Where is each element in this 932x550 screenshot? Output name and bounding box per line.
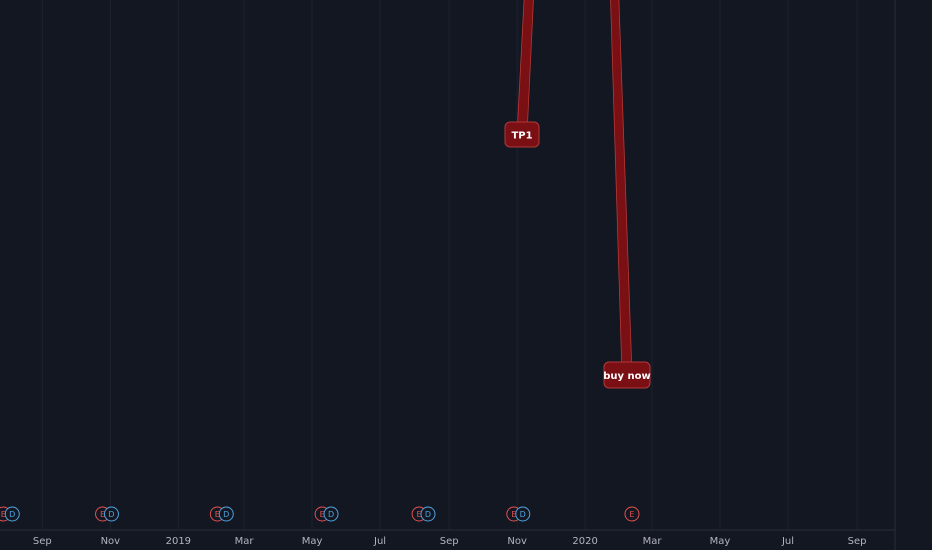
event-marker-label: D: [108, 510, 114, 519]
event-marker-label: D: [328, 510, 334, 519]
x-tick-label: Jul: [781, 536, 794, 547]
event-marker-label: D: [425, 510, 431, 519]
dividend-marker[interactable]: [218, 506, 234, 522]
dividend-marker[interactable]: [4, 506, 20, 522]
x-tick-label: 2020: [572, 536, 597, 547]
event-marker-label: E: [417, 510, 422, 519]
x-tick-label: Nov: [507, 536, 527, 547]
x-tick-label: Nov: [101, 536, 121, 547]
callout-label: TP1: [511, 131, 532, 142]
event-marker-label: E: [215, 510, 220, 519]
event-marker-label: E: [511, 510, 516, 519]
grid: [41, 0, 858, 530]
x-tick-label: Sep: [33, 536, 52, 547]
event-marker-label: E: [629, 510, 634, 519]
price-axis[interactable]: [894, 0, 932, 550]
dividend-marker[interactable]: [103, 506, 119, 522]
dividend-marker[interactable]: [323, 506, 339, 522]
earnings-marker[interactable]: [624, 506, 640, 522]
x-tick-label: 2019: [166, 536, 191, 547]
x-tick-label: May: [302, 536, 323, 547]
callout-label: buy now: [603, 371, 651, 382]
x-tick-label: Sep: [848, 536, 867, 547]
event-marker-label: D: [520, 510, 526, 519]
x-tick-label: Jul: [373, 536, 386, 547]
x-tick-label: Sep: [440, 536, 459, 547]
x-tick-label: May: [710, 536, 731, 547]
event-marker-label: D: [223, 510, 229, 519]
dividend-marker[interactable]: [515, 506, 531, 522]
event-marker-label: E: [1, 510, 6, 519]
event-marker-label: E: [100, 510, 105, 519]
callouts[interactable]: TP1 buy now: [504, 0, 651, 389]
callout-box[interactable]: [603, 361, 651, 389]
event-marker-label: D: [9, 510, 15, 519]
x-tick-label: Mar: [643, 536, 663, 547]
dividend-marker[interactable]: [420, 506, 436, 522]
x-tick-label: Mar: [235, 536, 255, 547]
callout-box[interactable]: [504, 121, 540, 148]
price-axis-background: [895, 0, 932, 550]
x-ticks: Sep Nov 2019 Mar May Jul Sep Nov 2020 Mar May Jul Se…: [0, 529, 895, 547]
event-marker-label: E: [320, 510, 325, 519]
